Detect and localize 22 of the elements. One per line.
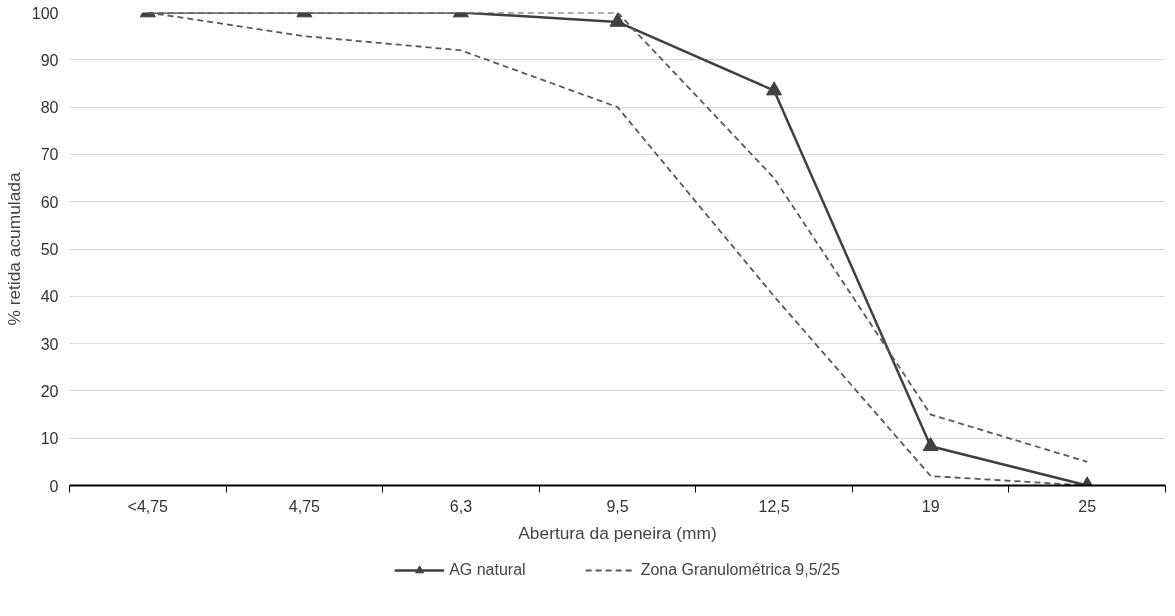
y-tick-label: 0 (49, 477, 59, 495)
x-tick-label: 9,5 (606, 497, 629, 515)
y-tick-label: 100 (31, 4, 59, 22)
x-tick-label: 19 (921, 497, 940, 515)
x-axis-title: Abertura da peneira (mm) (518, 522, 717, 543)
y-tick-label: 80 (40, 99, 59, 117)
legend-label: Zona Granulométrica 9,5/25 (640, 561, 840, 579)
x-tick-label: 6,3 (449, 497, 473, 515)
y-tick-label: 10 (40, 430, 59, 448)
y-tick-label: 40 (40, 288, 59, 306)
y-tick-label: 70 (40, 146, 59, 164)
y-tick-label: 60 (40, 193, 59, 211)
x-tick-label: 4,75 (288, 497, 321, 515)
x-tick-label: 12,5 (758, 497, 790, 515)
legend-label: AG natural (449, 561, 526, 579)
x-tick-label: 25 (1078, 497, 1097, 515)
y-axis-title: % retida acumulada (3, 172, 24, 326)
y-tick-label: 20 (40, 382, 59, 400)
x-tick-label: <4,75 (127, 497, 169, 515)
y-tick-label: 50 (40, 241, 59, 258)
y-tick-label: 30 (40, 335, 59, 353)
y-tick-label: 90 (40, 51, 59, 69)
